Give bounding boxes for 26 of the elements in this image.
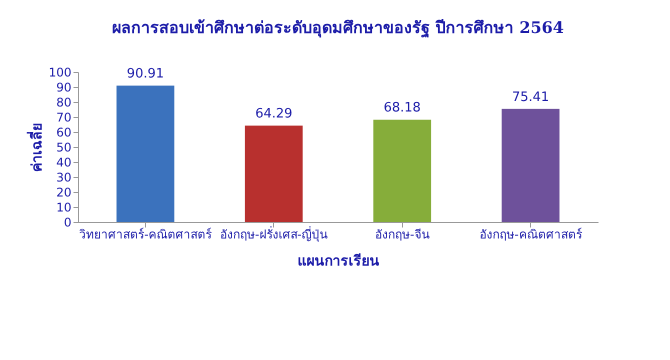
y-tick-label: 0: [64, 216, 72, 230]
x-tick-label: อังกฤษ-จีน: [375, 228, 430, 242]
data-label: 64.29: [255, 106, 292, 122]
data-label: 90.91: [126, 66, 164, 82]
bar: [502, 108, 560, 222]
data-label: 68.18: [384, 100, 421, 116]
y-tick-label: 60: [56, 126, 72, 140]
y-tick-label: 70: [56, 110, 72, 124]
x-tick-label: อังกฤษ-คณิตศาสตร์: [479, 228, 583, 242]
y-tick-label: 50: [56, 140, 72, 154]
bar: [116, 86, 174, 222]
x-tick-label: วิทยาศาสตร์-คณิตศาสตร์: [79, 228, 213, 242]
data-label: 75.41: [512, 90, 550, 105]
y-tick-label: 90: [56, 80, 72, 94]
x-axis-title: แผนการเรียน: [298, 254, 380, 270]
y-tick-label: 100: [48, 66, 72, 80]
chart-title: ผลการสอบเข้าศึกษาต่อระดับอุดมศึกษาของรัฐ ปีการศึกษา 2564: [112, 18, 564, 38]
y-axis-title: ค่าเฉลี่ย: [26, 123, 46, 172]
bar: [244, 126, 303, 222]
x-tick-label: อังกฤษ-ฝรั่งเศส-ญี่ปุ่น: [220, 226, 328, 242]
y-tick-label: 10: [56, 200, 72, 214]
y-tick-label: 80: [56, 96, 72, 110]
y-tick-label: 30: [56, 170, 72, 184]
y-tick-label: 40: [56, 156, 72, 170]
y-tick-label: 20: [56, 186, 72, 200]
bar: [373, 120, 432, 222]
